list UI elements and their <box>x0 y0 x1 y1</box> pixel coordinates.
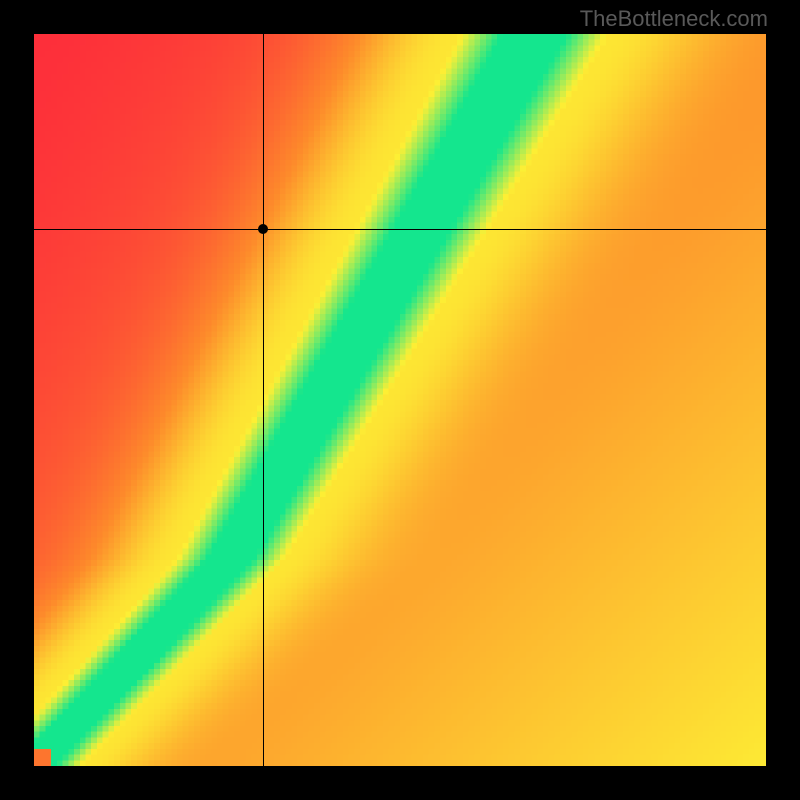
crosshair-vertical <box>263 34 264 766</box>
heatmap-plot <box>34 34 766 766</box>
crosshair-horizontal <box>34 229 766 230</box>
data-point-marker <box>258 224 268 234</box>
watermark-text: TheBottleneck.com <box>580 6 768 32</box>
heatmap-canvas <box>34 34 766 766</box>
